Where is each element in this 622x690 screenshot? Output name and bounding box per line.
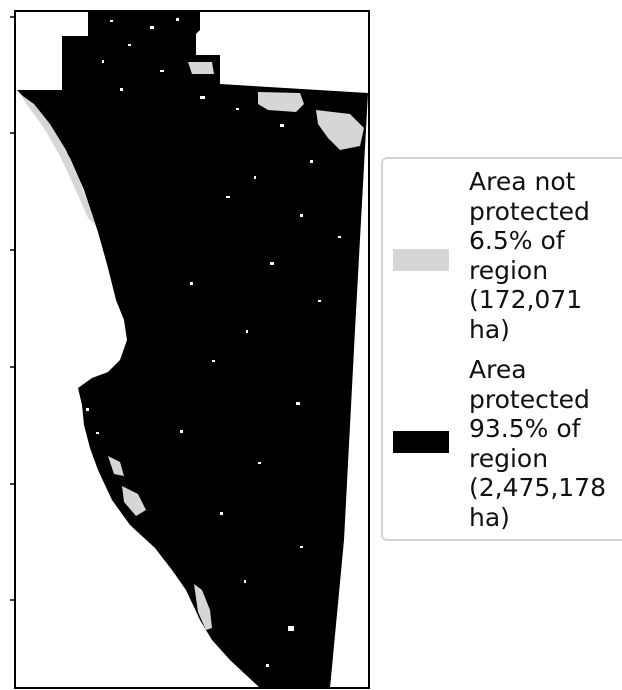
unprotected-patch xyxy=(258,92,304,112)
speck xyxy=(110,20,113,22)
speck xyxy=(212,360,215,362)
speck xyxy=(176,18,179,21)
speck xyxy=(236,108,239,110)
unprotected-patch xyxy=(108,456,124,476)
speck xyxy=(288,626,294,631)
y-axis-ticks xyxy=(10,16,15,601)
unprotected-patch xyxy=(316,110,364,150)
speck xyxy=(270,262,274,265)
speck xyxy=(150,26,154,29)
speck xyxy=(246,330,248,333)
speck xyxy=(310,160,313,163)
speck xyxy=(258,462,261,464)
speck xyxy=(226,196,230,198)
speck xyxy=(220,512,223,515)
scattered-unprotected-specks xyxy=(86,18,341,667)
speck xyxy=(200,96,205,99)
speck xyxy=(120,88,123,91)
legend-swatch-protected xyxy=(393,431,449,453)
speck xyxy=(96,432,99,434)
speck xyxy=(128,44,131,46)
unprotected-patch xyxy=(194,584,212,630)
unprotected-patches xyxy=(20,62,364,630)
legend-swatch-not-protected xyxy=(393,249,449,271)
unprotected-patch xyxy=(20,94,96,226)
region-protected-area xyxy=(17,12,368,688)
speck xyxy=(180,430,183,433)
speck xyxy=(296,402,300,405)
speck xyxy=(102,60,104,63)
speck xyxy=(266,664,269,667)
legend: Area not protected 6.5% of region (172,0… xyxy=(381,157,622,541)
speck xyxy=(300,546,303,548)
unprotected-patch xyxy=(122,486,146,516)
speck xyxy=(86,408,89,411)
speck xyxy=(190,282,193,285)
speck xyxy=(280,124,284,127)
speck xyxy=(300,214,303,217)
speck xyxy=(338,236,341,238)
legend-label-not-protected: Area not protected 6.5% of region (172,0… xyxy=(469,167,590,344)
speck xyxy=(160,70,164,72)
unprotected-patch xyxy=(188,62,214,74)
speck xyxy=(254,176,256,179)
speck xyxy=(244,580,246,583)
speck xyxy=(318,300,321,302)
legend-label-protected: Area protected 93.5% of region (2,475,17… xyxy=(469,355,606,532)
